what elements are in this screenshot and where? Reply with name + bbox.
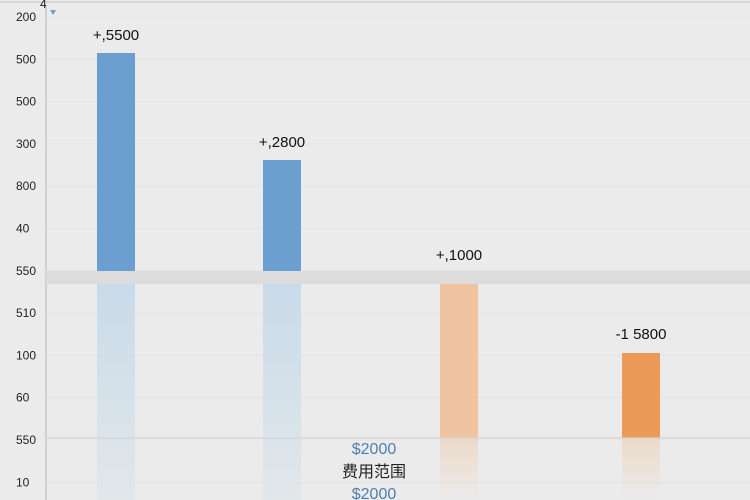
y-tick-label: 510 xyxy=(16,306,36,320)
y-tick-labels: 200 500 500 300 800 40 550 510 100 60 550 10 xyxy=(16,10,36,489)
bar-1-reflection xyxy=(97,284,135,500)
y-tick-label: 800 xyxy=(16,179,36,193)
corner-mark: 4 xyxy=(40,0,47,11)
y-tick-label: 10 xyxy=(16,475,30,489)
y-tick-label: 200 xyxy=(16,10,36,24)
bar-1-label: +,5500 xyxy=(93,27,139,44)
bar-2 xyxy=(263,160,301,271)
axis-marker-icon xyxy=(50,10,56,15)
center-label-bottom: $2000 xyxy=(352,486,397,500)
y-tick-label: 550 xyxy=(16,433,36,447)
bar-2-label: +,2800 xyxy=(259,134,305,151)
center-label-middle: 费用范围 xyxy=(342,463,406,481)
band-separator xyxy=(46,271,750,284)
bar-4-reflection xyxy=(622,438,660,500)
y-tick-label: 100 xyxy=(16,348,36,362)
y-tick-label: 300 xyxy=(16,137,36,151)
bar-1 xyxy=(97,53,135,271)
bar-4-label: -1 5800 xyxy=(616,326,667,343)
y-tick-label: 550 xyxy=(16,264,36,278)
y-tick-label: 60 xyxy=(16,391,30,405)
bar-4 xyxy=(622,353,660,438)
bar-3-label: +,1000 xyxy=(436,247,482,264)
bar-3 xyxy=(440,284,478,438)
y-tick-label: 40 xyxy=(16,222,30,236)
y-tick-label: 500 xyxy=(16,52,36,66)
bars xyxy=(97,53,660,500)
center-label-top: $2000 xyxy=(352,441,397,458)
bar-3-reflection xyxy=(440,438,478,500)
bar-2-reflection xyxy=(263,284,301,500)
bar-labels: +,5500 +,2800 +,1000 -1 5800 xyxy=(93,27,667,343)
y-tick-label: 500 xyxy=(16,95,36,109)
